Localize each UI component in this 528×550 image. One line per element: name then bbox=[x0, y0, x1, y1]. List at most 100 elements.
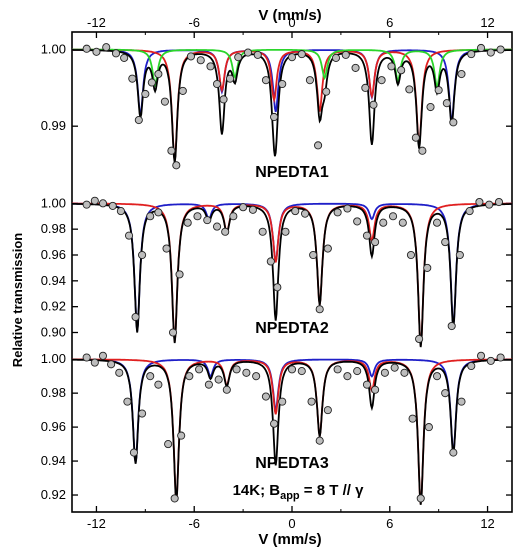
y-tick-label: 0.96 bbox=[41, 419, 66, 434]
data-point bbox=[196, 56, 205, 65]
data-point bbox=[486, 356, 495, 365]
y-tick-label: 1.00 bbox=[41, 351, 66, 366]
data-point bbox=[82, 200, 91, 209]
data-point bbox=[124, 231, 134, 240]
y-tick-label: 0.96 bbox=[41, 247, 66, 262]
data-point bbox=[351, 63, 360, 72]
data-point bbox=[362, 231, 372, 240]
bottom-x-tick-label: -6 bbox=[188, 516, 200, 531]
fit-curve-sextet-green bbox=[72, 48, 512, 90]
data-point bbox=[457, 397, 466, 406]
data-point bbox=[475, 197, 484, 207]
data-point bbox=[107, 360, 116, 369]
data-point bbox=[369, 100, 378, 109]
data-point bbox=[486, 48, 495, 57]
top-x-tick-label: 12 bbox=[480, 15, 494, 30]
data-point bbox=[102, 43, 111, 52]
data-point bbox=[297, 50, 306, 59]
data-point bbox=[258, 227, 267, 236]
data-point bbox=[353, 367, 362, 376]
data-point bbox=[343, 204, 352, 213]
data-point bbox=[168, 328, 178, 337]
data-point bbox=[307, 397, 316, 406]
data-point bbox=[387, 62, 396, 71]
annotation-suffix: = 8 T // γ bbox=[300, 482, 364, 499]
data-point bbox=[390, 363, 399, 372]
data-point bbox=[242, 368, 251, 377]
data-point bbox=[243, 48, 253, 57]
data-point bbox=[120, 53, 129, 62]
axis-ticks: -12 -12 -6 -6 0 0 6 6 12 12 1.00 0.99 1.00 0.98 0.96 0.… bbox=[41, 15, 512, 531]
data-point bbox=[92, 47, 101, 56]
data-point bbox=[291, 207, 300, 216]
data-point bbox=[183, 218, 192, 227]
panel-label-npedta2: NPEDTA2 bbox=[255, 320, 329, 337]
data-point bbox=[108, 201, 117, 210]
data-point bbox=[449, 118, 458, 127]
data-point bbox=[154, 208, 163, 217]
y-tick-label: 0.90 bbox=[41, 325, 66, 340]
fit-curve-sextet-red bbox=[72, 202, 512, 346]
data-point bbox=[415, 334, 424, 344]
data-point bbox=[178, 86, 187, 95]
data-point bbox=[411, 133, 420, 142]
data-point bbox=[405, 85, 414, 94]
data-point bbox=[204, 380, 213, 389]
data-point bbox=[300, 209, 310, 218]
data-point bbox=[212, 222, 222, 231]
data-point bbox=[432, 218, 442, 227]
data-point bbox=[371, 385, 380, 394]
data-point bbox=[353, 217, 362, 226]
data-point bbox=[449, 448, 458, 457]
data-point bbox=[476, 43, 486, 53]
top-x-tick-label: -12 bbox=[87, 15, 106, 30]
data-point bbox=[170, 494, 179, 503]
data-point bbox=[212, 79, 222, 89]
bottom-x-tick-label: -12 bbox=[87, 516, 106, 531]
data-point bbox=[426, 102, 435, 112]
data-point bbox=[266, 257, 275, 266]
data-point bbox=[424, 423, 433, 432]
data-point bbox=[154, 69, 163, 79]
data-point bbox=[406, 250, 416, 260]
data-point bbox=[138, 409, 147, 418]
bottom-x-tick-label: 0 bbox=[288, 516, 295, 531]
fit-curve-sextet-red bbox=[72, 48, 512, 162]
data-point bbox=[418, 146, 427, 155]
top-x-tick-label: 0 bbox=[288, 15, 295, 30]
data-point bbox=[164, 440, 173, 449]
data-point bbox=[377, 76, 386, 85]
data-point bbox=[261, 76, 270, 85]
data-point bbox=[229, 212, 238, 221]
data-point bbox=[441, 238, 450, 247]
data-point bbox=[400, 368, 409, 377]
data-point bbox=[206, 62, 215, 71]
data-point bbox=[315, 436, 324, 445]
top-x-axis-title: V (mm/s) bbox=[258, 7, 321, 24]
data-point bbox=[128, 74, 137, 83]
data-point bbox=[82, 44, 91, 53]
data-point bbox=[287, 365, 297, 374]
y-axis-title: Relative transmission bbox=[10, 233, 25, 367]
data-point bbox=[467, 50, 476, 59]
data-point bbox=[203, 216, 212, 225]
data-point bbox=[343, 372, 352, 381]
data-point bbox=[423, 263, 432, 272]
data-point bbox=[232, 365, 241, 374]
data-point bbox=[123, 397, 132, 406]
y-tick-label: 1.00 bbox=[41, 195, 66, 210]
data-point bbox=[221, 227, 230, 236]
data-point bbox=[82, 353, 91, 362]
fit-curve-total bbox=[72, 358, 512, 505]
data-point bbox=[253, 50, 262, 59]
top-x-tick-label: -6 bbox=[188, 15, 200, 30]
data-point bbox=[457, 69, 466, 79]
y-tick-label: 0.98 bbox=[41, 385, 66, 400]
data-point bbox=[447, 321, 456, 331]
data-point bbox=[195, 365, 204, 374]
y-tick-label: 0.94 bbox=[41, 273, 66, 288]
data-point bbox=[341, 50, 350, 59]
data-point bbox=[416, 494, 425, 503]
data-point bbox=[239, 203, 248, 212]
data-point bbox=[146, 372, 155, 381]
